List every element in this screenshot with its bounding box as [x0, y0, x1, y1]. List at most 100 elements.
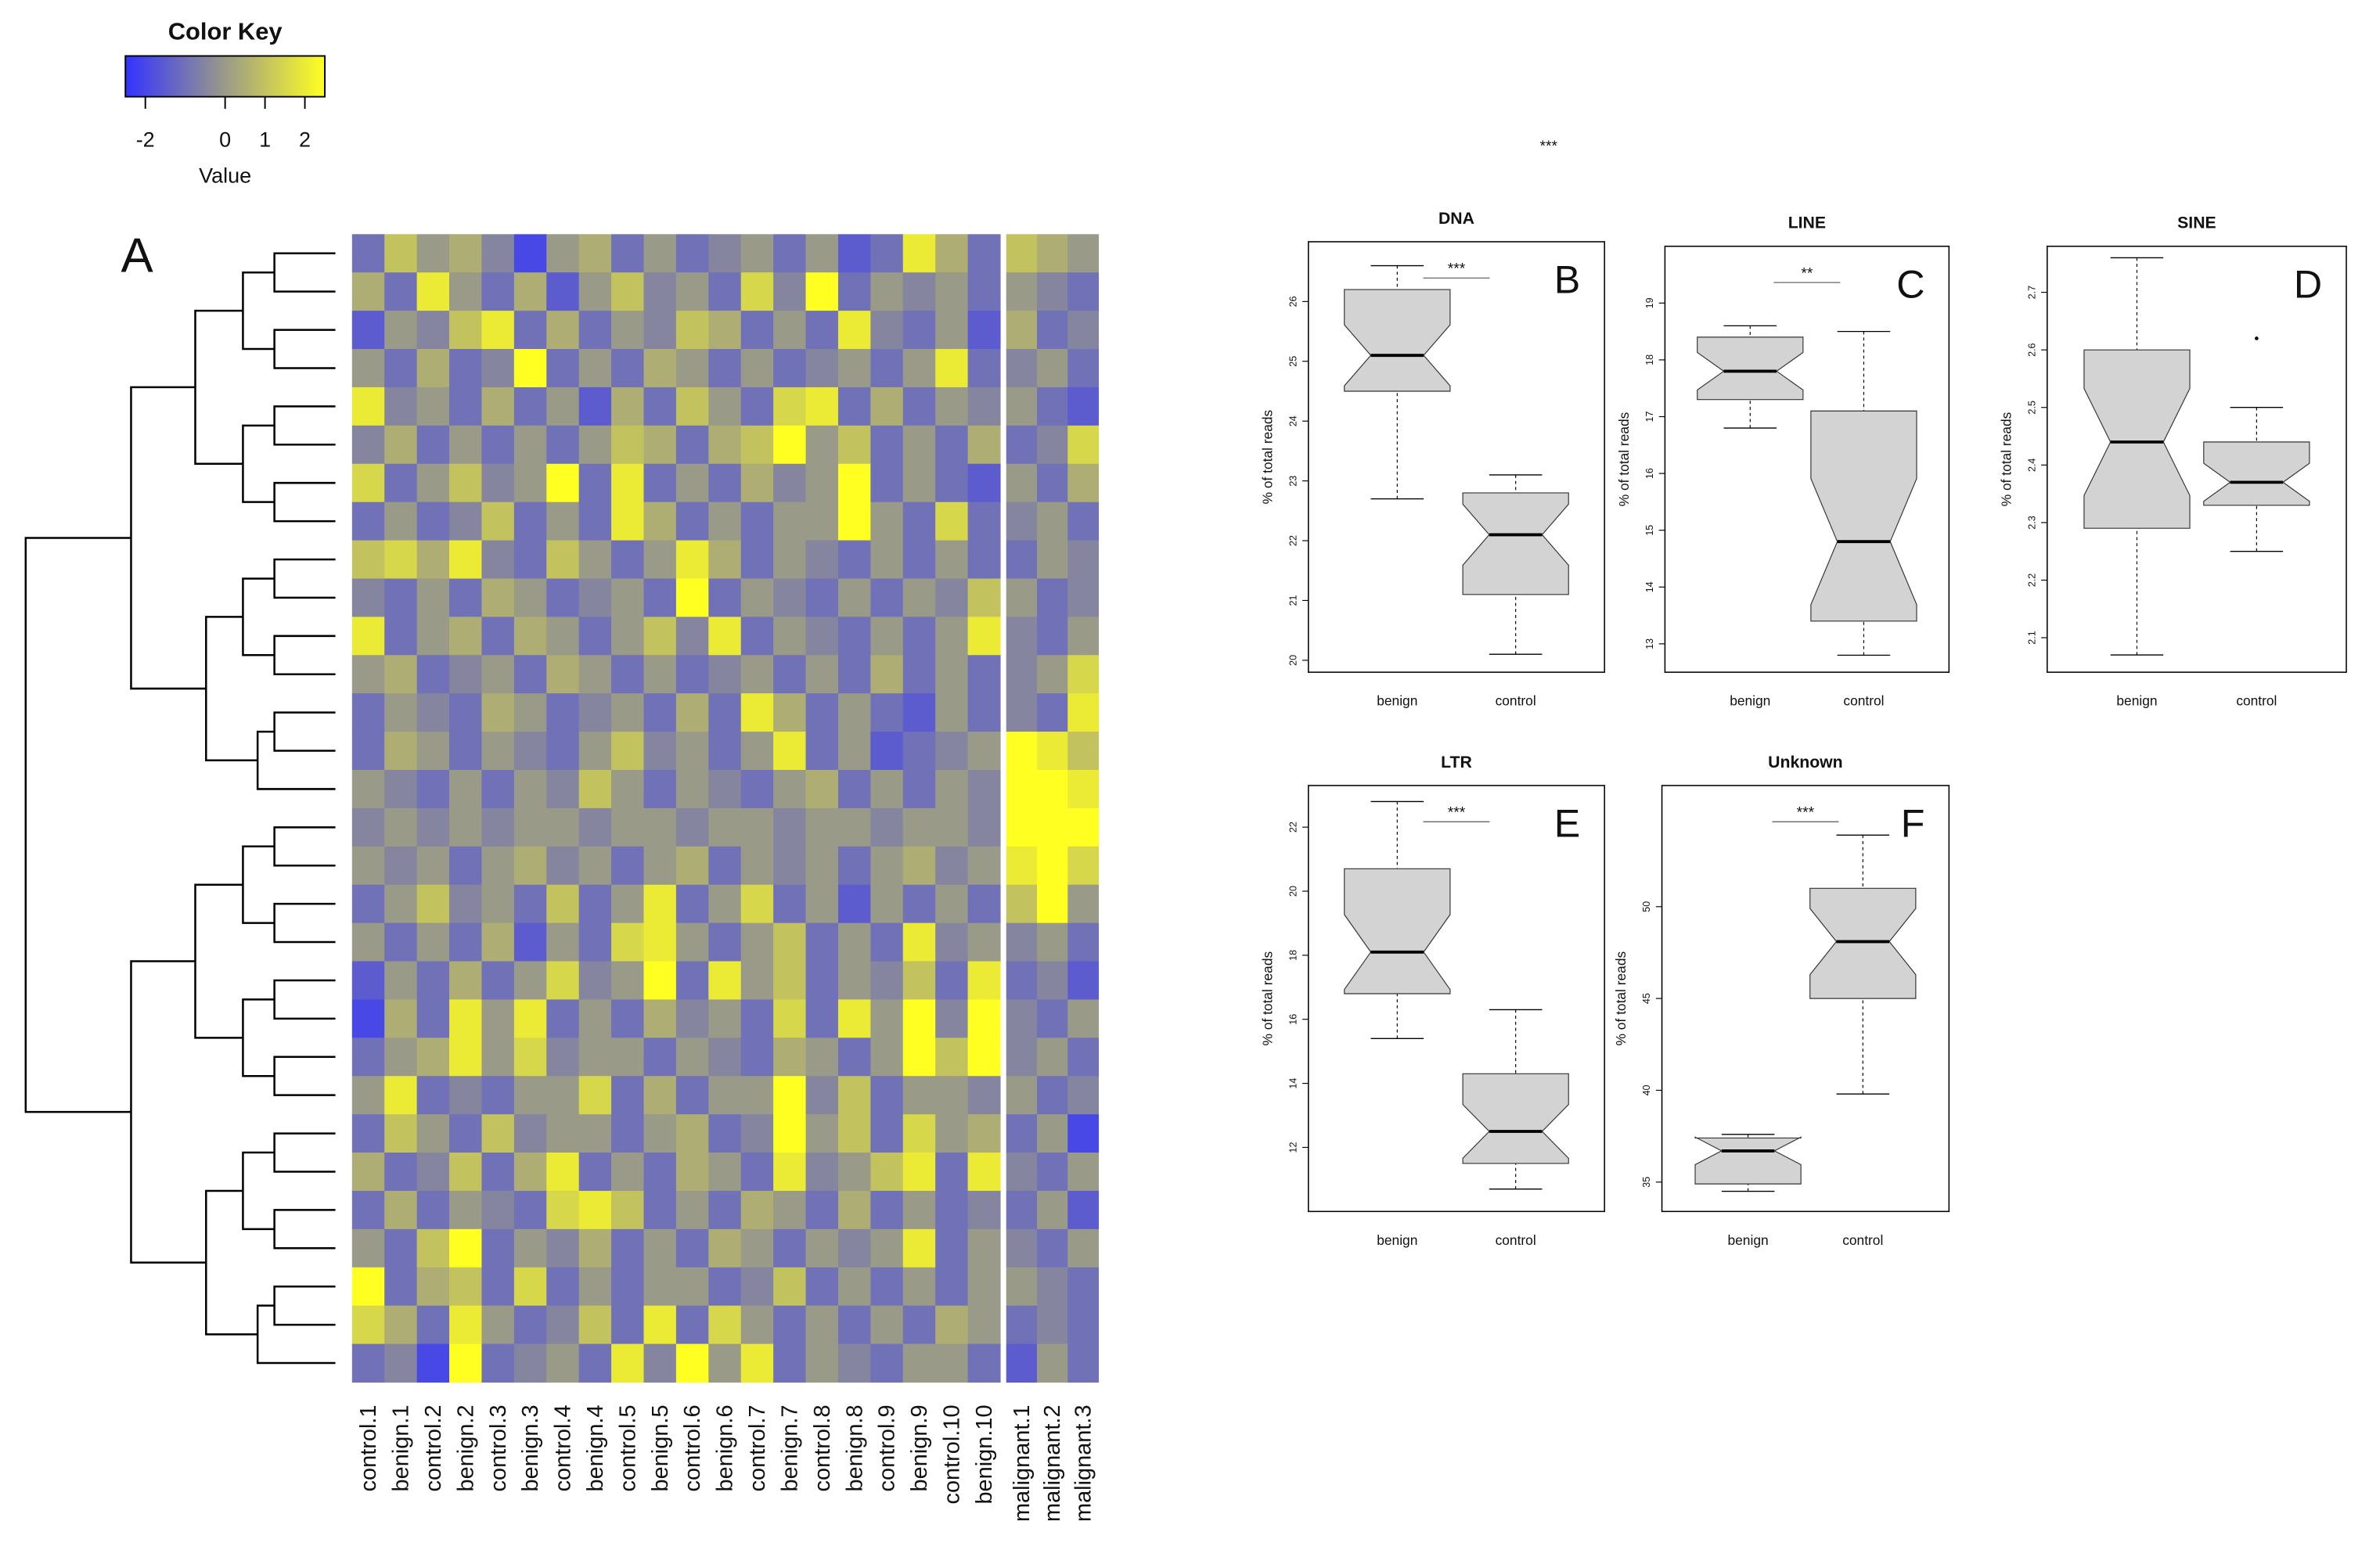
- heatmap-cell: [740, 884, 774, 924]
- heatmap-cell: [935, 846, 969, 886]
- heatmap-cell: [967, 1038, 1001, 1077]
- heatmap-cell: [611, 502, 645, 541]
- heatmap-cell: [578, 922, 612, 962]
- heatmap-cell: [740, 349, 774, 388]
- heatmap-cell: [935, 387, 969, 426]
- heatmap-cell: [773, 922, 807, 962]
- heatmap-cell: [416, 884, 450, 924]
- heatmap-cell: [416, 732, 450, 771]
- heatmap-cell: [773, 846, 807, 886]
- heatmap-cell: [513, 540, 547, 580]
- color-key-tick-label: 2: [299, 128, 311, 151]
- heatmap-cell: [1036, 884, 1068, 924]
- heatmap-cell: [449, 1305, 483, 1345]
- heatmap-cell: [578, 1267, 612, 1307]
- heatmap-cell: [611, 234, 645, 273]
- heatmap-cell: [1067, 693, 1100, 732]
- heatmap-cell: [643, 234, 677, 273]
- chart-title: Unknown: [1768, 753, 1842, 771]
- heatmap-cell: [805, 1038, 839, 1077]
- heatmap-cell: [1006, 884, 1038, 924]
- heatmap-cell: [805, 1076, 839, 1115]
- heatmap-cell: [513, 807, 547, 847]
- heatmap-cell: [578, 617, 612, 656]
- heatmap-cell: [578, 463, 612, 503]
- heatmap-cell: [708, 1038, 742, 1077]
- heatmap-cell: [1006, 1114, 1038, 1153]
- x-tick-label: control: [1496, 693, 1536, 709]
- heatmap-cell: [870, 272, 904, 311]
- heatmap-cell: [935, 1038, 969, 1077]
- heatmap-cell: [675, 234, 709, 273]
- heatmap-cell: [675, 1267, 709, 1307]
- heatmap-cell: [805, 1343, 839, 1383]
- heatmap-cell: [675, 425, 709, 465]
- heatmap-cell: [902, 1343, 936, 1383]
- heatmap-cell: [384, 1190, 418, 1230]
- significance-label: ***: [1797, 804, 1815, 821]
- heatmap-cell: [513, 502, 547, 541]
- dendrogram-branch: [194, 309, 243, 465]
- heatmap-cell: [449, 961, 483, 1000]
- heatmap-cell: [1036, 1305, 1068, 1345]
- x-tick-label: control: [1842, 1232, 1883, 1248]
- heatmap-cell: [643, 693, 677, 732]
- heatmap-cell: [481, 272, 515, 311]
- box: [1697, 336, 1804, 401]
- heatmap-cell: [967, 234, 1001, 273]
- heatmap-cell: [1036, 1267, 1068, 1307]
- heatmap-cell: [351, 1038, 385, 1077]
- heatmap-cell: [611, 1038, 645, 1077]
- heatmap-cell: [513, 1343, 547, 1383]
- heatmap-cell: [351, 807, 385, 847]
- heatmap-cell: [967, 999, 1001, 1038]
- heatmap-cell: [935, 272, 969, 311]
- heatmap-cell: [740, 846, 774, 886]
- heatmap-cell: [384, 617, 418, 656]
- y-tick-label: 14: [1287, 1078, 1298, 1089]
- column-label: benign.6: [713, 1404, 738, 1491]
- heatmap-cell: [384, 1076, 418, 1115]
- heatmap-cell: [902, 846, 936, 886]
- heatmap-cell: [513, 425, 547, 465]
- heatmap-cell: [870, 884, 904, 924]
- heatmap-cell: [967, 540, 1001, 580]
- heatmap-cell: [351, 1190, 385, 1230]
- heatmap-cell: [773, 1267, 807, 1307]
- heatmap-cell: [1036, 540, 1068, 580]
- heatmap-cell: [416, 1153, 450, 1192]
- heatmap-cell: [611, 1228, 645, 1268]
- heatmap-cell: [416, 349, 450, 388]
- plot-frame: [1308, 241, 1605, 673]
- heatmap-cell: [1036, 349, 1068, 388]
- heatmap-cell: [416, 807, 450, 847]
- heatmap-cell: [1036, 1343, 1068, 1383]
- heatmap-cell: [870, 387, 904, 426]
- heatmap-cell: [740, 961, 774, 1000]
- heatmap-cell: [546, 1114, 580, 1153]
- heatmap-cell: [449, 1267, 483, 1307]
- heatmap-cell: [1067, 1190, 1100, 1230]
- heatmap-cell: [870, 311, 904, 350]
- heatmap-cell: [449, 769, 483, 809]
- heatmap-cell: [513, 272, 547, 311]
- heatmap-cell: [449, 693, 483, 732]
- heatmap-cell: [675, 693, 709, 732]
- heatmap-cell: [773, 272, 807, 311]
- heatmap-cell: [611, 807, 645, 847]
- heatmap-cell: [675, 884, 709, 924]
- heatmap-cell: [708, 1228, 742, 1268]
- heatmap-cell: [935, 540, 969, 580]
- heatmap-cell: [449, 1076, 483, 1115]
- heatmap-cell: [708, 846, 742, 886]
- heatmap-cell: [416, 961, 450, 1000]
- heatmap-cell: [1006, 961, 1038, 1000]
- heatmap-cell: [481, 578, 515, 617]
- heatmap-cell: [675, 272, 709, 311]
- heatmap-cell: [1036, 769, 1068, 809]
- heatmap-cell: [837, 617, 871, 656]
- heatmap-cell: [708, 234, 742, 273]
- heatmap-cell: [643, 617, 677, 656]
- heatmap-cell: [675, 463, 709, 503]
- y-tick-label: 19: [1644, 297, 1655, 308]
